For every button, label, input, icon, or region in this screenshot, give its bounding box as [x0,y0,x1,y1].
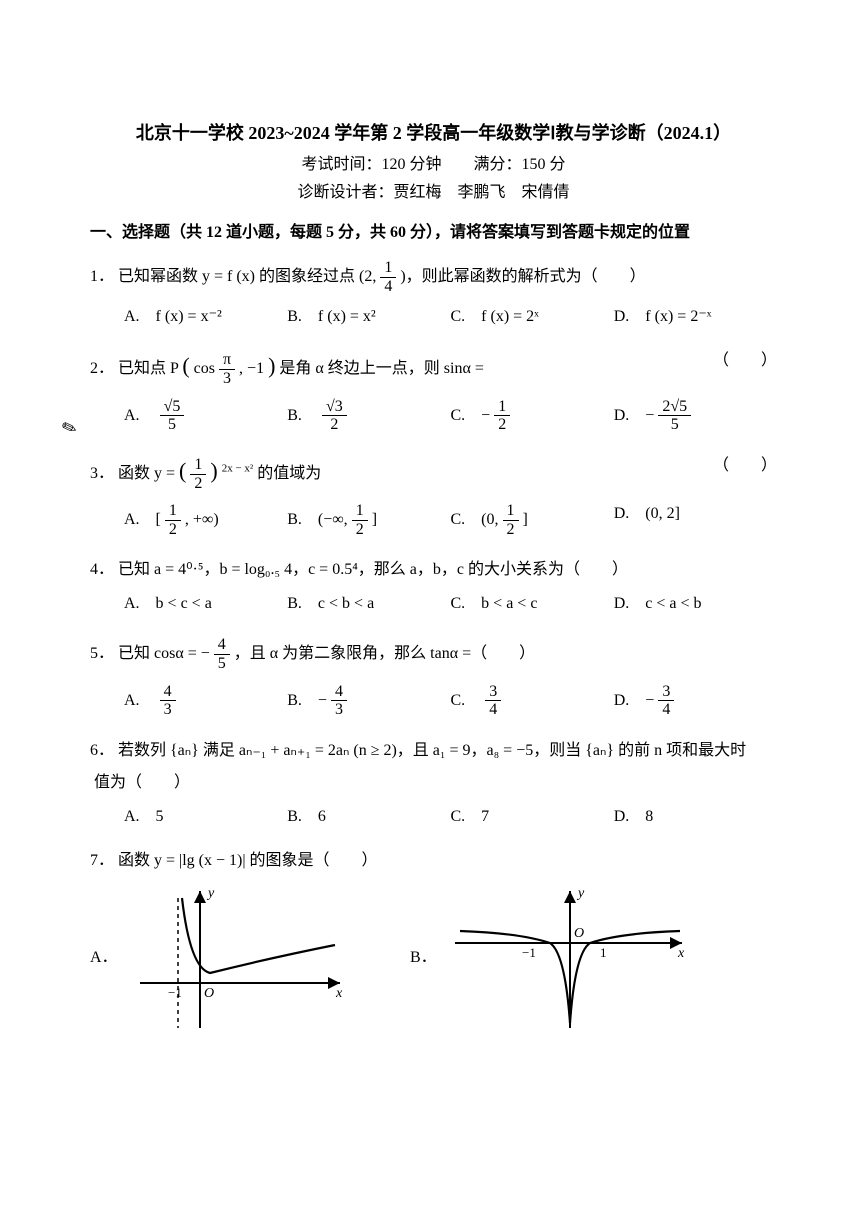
q6-opt-b: B. 6 [287,805,450,829]
axis-y-label: y [206,886,215,901]
q3-paren: （ ） [713,454,777,478]
question-3: 3． 函数 y = ( 12 ) 2x − x² 的值域为 （ ） [90,454,777,492]
q2-opt-b: B. √32 [287,398,450,434]
q6-number: 6． [90,739,114,763]
q1-opt-d: D. f (x) = 2⁻ˣ [614,305,777,329]
q4-opt-c: C. b < a < c [451,592,614,616]
q2-stem-a: 已知点 P [118,360,178,377]
q1-opt-b: B. f (x) = x² [287,305,450,329]
svg-text:y: y [576,886,585,901]
q7-graph-row: A． x y −1 O B． [90,883,777,1033]
q7-graph-b: x y −1 1 O [450,883,690,1033]
q4-options: A. b < c < a B. c < b < a C. b < a < c D… [124,592,777,622]
q1-point-fraction: 1 4 [380,259,396,295]
margin-annotation-icon: ✎ [58,413,81,444]
q2-cos: cos [194,360,215,377]
q3-options: A. [ 12 , +∞) B. (−∞, 12 ] C. (0, 12 ] D… [124,502,777,544]
q4-opt-a: A. b < c < a [124,592,287,616]
q1-stem-a: 已知幂函数 y = f (x) 的图象经过点 (2, [118,268,376,285]
q6-opt-a: A. 5 [124,805,287,829]
q2-opt-d: D. − 2√55 [614,398,777,434]
question-1: 1． 已知幂函数 y = f (x) 的图象经过点 (2, 1 4 )，则此幂函… [90,259,777,295]
exam-authors: 诊断设计者：贾红梅 李鹏飞 宋倩倩 [90,181,777,205]
q3-stem-a: 函数 y = [118,465,175,482]
q1-stem-b: )，则此幂函数的解析式为（ ） [400,268,645,285]
svg-text:x: x [677,946,685,961]
q5-options: A. 43 B. − 43 C. 34 D. − 34 [124,683,777,725]
q6-opt-c: C. 7 [451,805,614,829]
exam-time: 考试时间：120 分钟 满分：150 分 [90,153,777,177]
q6-options: A. 5 B. 6 C. 7 D. 8 [124,805,777,835]
q2-opt-c: C. − 12 [451,398,614,434]
q2-number: 2． [90,357,114,381]
q3-opt-b: B. (−∞, 12 ] [287,502,450,538]
q3-opt-d: D. (0, 2] [614,502,777,538]
question-7: 7． 函数 y = |lg (x − 1)| 的图象是（ ） [90,849,777,873]
q3-exponent: 2x − x² [222,462,254,474]
q5-opt-c: C. 34 [451,683,614,719]
q2-opt-a: A. √55 [124,398,287,434]
q3-number: 3． [90,462,114,486]
q1-opt-c: C. f (x) = 2ˣ [451,305,614,329]
q1-options: A. f (x) = x⁻² B. f (x) = x² C. f (x) = … [124,305,777,335]
svg-text:−1: −1 [522,945,536,960]
q3-opt-a: A. [ 12 , +∞) [124,502,287,538]
question-2: 2． 已知点 P ( cos π 3 , −1 ) 是角 α 终边上一点，则 s… [90,349,777,387]
q7-opt-b-label: B． [410,946,450,970]
q2-stem-b: 是角 α 终边上一点，则 sinα = [279,360,483,377]
q2-options: A. √55 B. √32 C. − 12 D. − 2√55 [124,398,777,440]
q4-opt-d: D. c < a < b [614,592,777,616]
q6-stem: 若数列 {aₙ} 满足 aₙ₋₁ + aₙ₊₁ = 2aₙ (n ≥ 2)，且 … [118,742,746,759]
exam-title: 北京十一学校 2023~2024 学年第 2 学段高一年级数学Ⅰ教与学诊断（20… [90,120,777,147]
q1-opt-a: A. f (x) = x⁻² [124,305,287,329]
q2-pi3: π 3 [219,351,235,387]
q1-number: 1． [90,265,114,289]
q2-paren: （ ） [713,349,777,373]
svg-text:O: O [574,926,584,941]
q5-opt-b: B. − 43 [287,683,450,719]
q7-number: 7． [90,849,114,873]
q7-graph-a: x y −1 O [130,883,350,1033]
q2-after: , −1 [239,360,264,377]
q5-stem-b: ，且 α 为第二象限角，那么 tanα =（ ） [234,645,535,662]
q5-stem-a: 已知 cosα = − [118,645,210,662]
section-1-heading: 一、选择题（共 12 道小题，每题 5 分，共 60 分），请将答案填写到答题卡… [90,221,777,245]
q6-stem-line2: 值为（ ） [94,771,777,795]
q3-stem-b: 的值域为 [257,465,321,482]
q4-stem: 已知 a = 4⁰·⁵，b = log₀.₅ 4，c = 0.5⁴，那么 a，b… [118,561,628,578]
question-6: 6． 若数列 {aₙ} 满足 aₙ₋₁ + aₙ₊₁ = 2aₙ (n ≥ 2)… [90,739,777,763]
q5-opt-a: A. 43 [124,683,287,719]
q5-number: 5． [90,642,114,666]
q4-opt-b: B. c < b < a [287,592,450,616]
svg-text:1: 1 [600,945,607,960]
question-4: 4． 已知 a = 4⁰·⁵，b = log₀.₅ 4，c = 0.5⁴，那么 … [90,558,777,582]
q3-opt-c: C. (0, 12 ] [451,502,614,538]
q4-number: 4． [90,558,114,582]
tick-neg1: −1 [168,985,182,1000]
q7-stem: 函数 y = |lg (x − 1)| 的图象是（ ） [118,852,378,869]
origin-label: O [204,986,214,1001]
axis-x-label: x [335,986,343,1001]
q3-base: 12 [190,456,206,492]
q7-opt-a-label: A． [90,946,130,970]
question-5: 5． 已知 cosα = − 45 ，且 α 为第二象限角，那么 tanα =（… [90,636,777,672]
q6-opt-d: D. 8 [614,805,777,829]
q5-opt-d: D. − 34 [614,683,777,719]
